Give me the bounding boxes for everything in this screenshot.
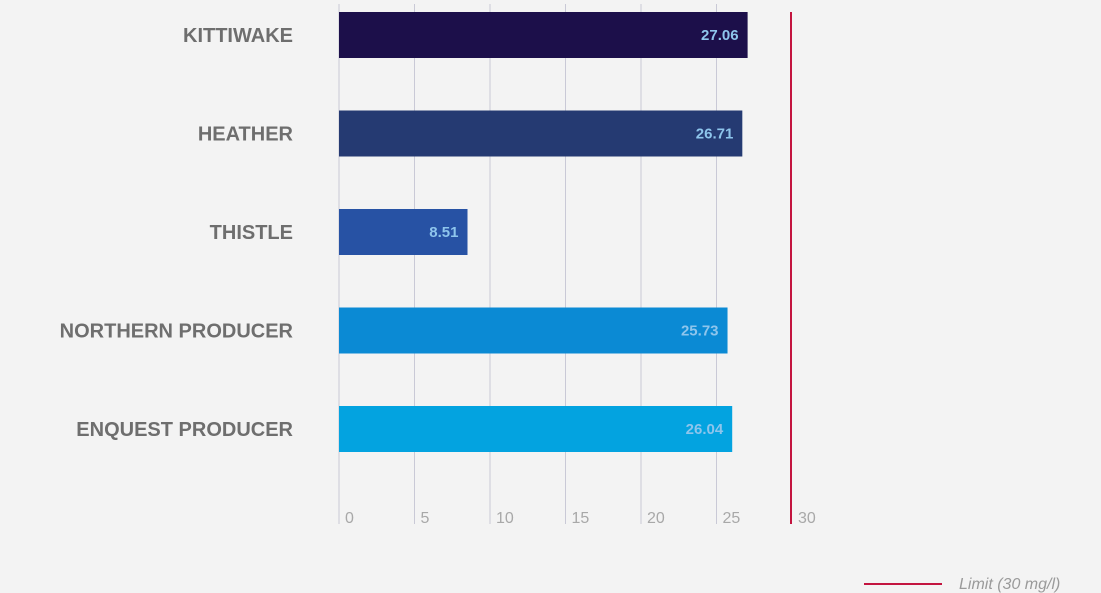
category-label-3: THISTLE	[210, 222, 293, 244]
bar-3	[339, 209, 468, 255]
x-tick-label-15: 15	[572, 510, 590, 527]
legend-label: Limit (30 mg/l)	[959, 576, 1060, 593]
category-label-5: ENQUEST PRODUCER	[76, 419, 293, 441]
x-tick-labels: 0 5 10 15 20 25 30	[345, 510, 816, 527]
bar-value-label-5: 26.04	[686, 421, 724, 438]
bar-5	[339, 406, 733, 452]
bar-value-label-3: 8.51	[429, 224, 458, 241]
bar-value-label-4: 25.73	[681, 323, 719, 340]
legend: Limit (30 mg/l)	[864, 576, 1060, 593]
category-label-1: KITTIWAKE	[183, 25, 293, 47]
bar-value-label-2: 26.71	[696, 126, 734, 143]
category-labels: KITTIWAKE HEATHER THISTLE NORTHERN PRODUCER…	[60, 25, 294, 441]
bar-value-label-1: 27.06	[701, 27, 739, 44]
category-label-2: HEATHER	[198, 124, 294, 146]
x-tick-label-0: 0	[345, 510, 354, 527]
x-tick-label-10: 10	[496, 510, 514, 527]
bars: 27.06 26.71 8.51 25.73 26.04	[339, 12, 748, 452]
bar-4	[339, 307, 728, 354]
bar-2	[339, 110, 743, 157]
bar-1	[339, 12, 748, 58]
x-tick-label-30: 30	[798, 510, 816, 527]
x-tick-label-5: 5	[421, 510, 430, 527]
x-tick-label-20: 20	[647, 510, 665, 527]
x-tick-label-25: 25	[723, 510, 741, 527]
category-label-4: NORTHERN PRODUCER	[60, 321, 294, 343]
